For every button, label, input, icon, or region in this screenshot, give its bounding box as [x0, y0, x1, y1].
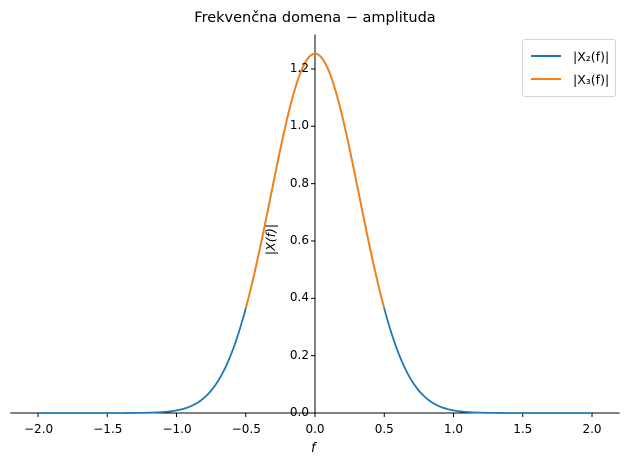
- legend-item-x3: |X₃(f)|: [531, 69, 609, 89]
- y-tick-label: 0.4: [289, 290, 309, 305]
- x-axis-label: f: [311, 441, 316, 456]
- y-axis-label: |X(f)|: [263, 223, 279, 256]
- legend-label: |X₃(f)|: [573, 71, 610, 87]
- legend-label: |X₂(f)|: [573, 48, 610, 64]
- x-tick-label: 0.5: [374, 422, 394, 436]
- y-tick-label: 0.0: [289, 405, 309, 419]
- y-tick-label: 1.0: [289, 118, 309, 133]
- x-tick-label: −0.5: [231, 422, 261, 436]
- legend-swatch-blue: [531, 55, 561, 57]
- y-tick-label: 1.2: [289, 60, 309, 75]
- legend: |X₂(f)| |X₃(f)|: [522, 39, 616, 97]
- chart-title: Frekvenčna domena − amplituda: [194, 10, 436, 26]
- x-tick-label: −1.0: [162, 422, 192, 436]
- y-tick-label: 0.8: [289, 175, 309, 190]
- x-tick-label: 0.0: [305, 422, 325, 436]
- curves: [38, 52, 592, 414]
- y-tick-label: 0.6: [289, 232, 309, 247]
- legend-item-x2: |X₂(f)|: [531, 46, 609, 66]
- x-tick-label: 1.5: [513, 422, 533, 436]
- x-tick-label: −2.0: [24, 422, 54, 436]
- x-tick-label: 1.0: [443, 422, 464, 436]
- y-tick-label: 0.2: [289, 347, 309, 362]
- x-tick-label: 2.0: [582, 422, 602, 436]
- x-tick-label: −1.5: [93, 422, 123, 436]
- legend-swatch-orange: [531, 78, 561, 80]
